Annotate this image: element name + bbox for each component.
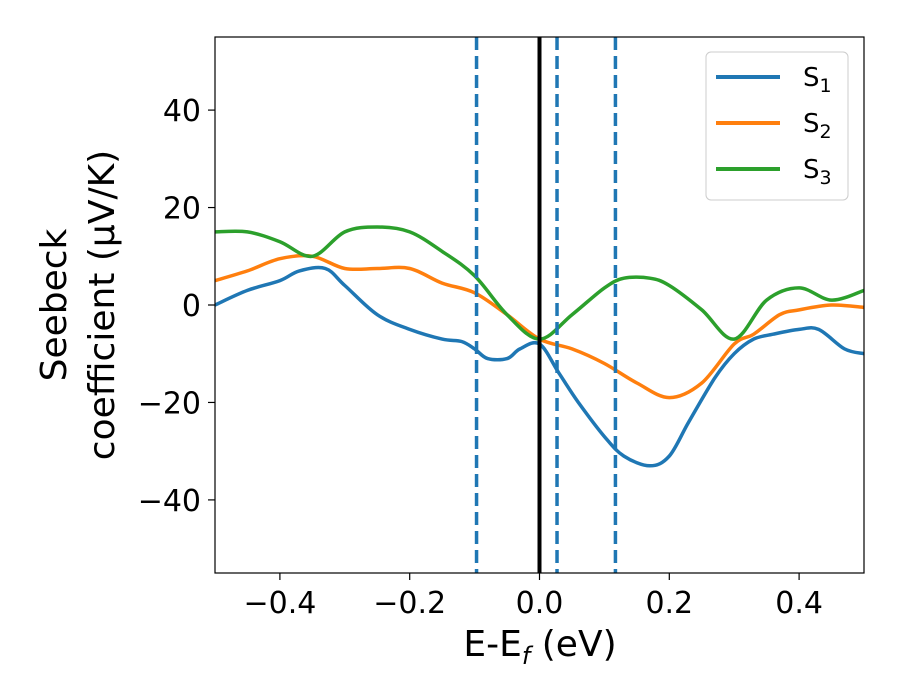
y-tick-label: −20 (138, 386, 201, 421)
x-axis-ticks: −0.4 −0.2 0.0 0.2 0.4 (243, 573, 823, 621)
legend-label-s2: S2 (803, 109, 832, 143)
legend-label-s1: S1 (803, 63, 832, 97)
y-axis-label-line2: coefficient (μV/K) (82, 150, 123, 460)
series-line-s1 (215, 265, 864, 468)
legend-items: S1 S2 S3 (716, 63, 832, 189)
vertical-lines (474, 37, 618, 573)
x-tick-label: −0.4 (243, 586, 316, 621)
y-tick-label: −40 (138, 484, 201, 519)
y-tick-label: 0 (182, 289, 201, 324)
x-tick-label: 0.0 (516, 586, 564, 621)
x-tick-label: −0.2 (373, 586, 446, 621)
x-axis-label-unit: (eV) (530, 624, 616, 665)
x-tick-label: 0.4 (775, 586, 823, 621)
legend: S1 S2 S3 (705, 51, 849, 201)
y-tick-label: 40 (163, 94, 201, 129)
x-axis-label: E-Ef (eV) (463, 624, 616, 670)
legend-box (705, 51, 849, 201)
x-axis-label-main: E-E (463, 624, 521, 665)
y-axis-label-line1: Seebeck (34, 228, 75, 381)
y-tick-label: 20 (163, 192, 201, 227)
y-axis-ticks: −40 −20 0 20 40 (138, 94, 215, 519)
y-axis-label: Seebeck coefficient (μV/K) (34, 150, 123, 460)
legend-label-s3: S3 (803, 155, 832, 189)
x-tick-label: 0.2 (645, 586, 693, 621)
